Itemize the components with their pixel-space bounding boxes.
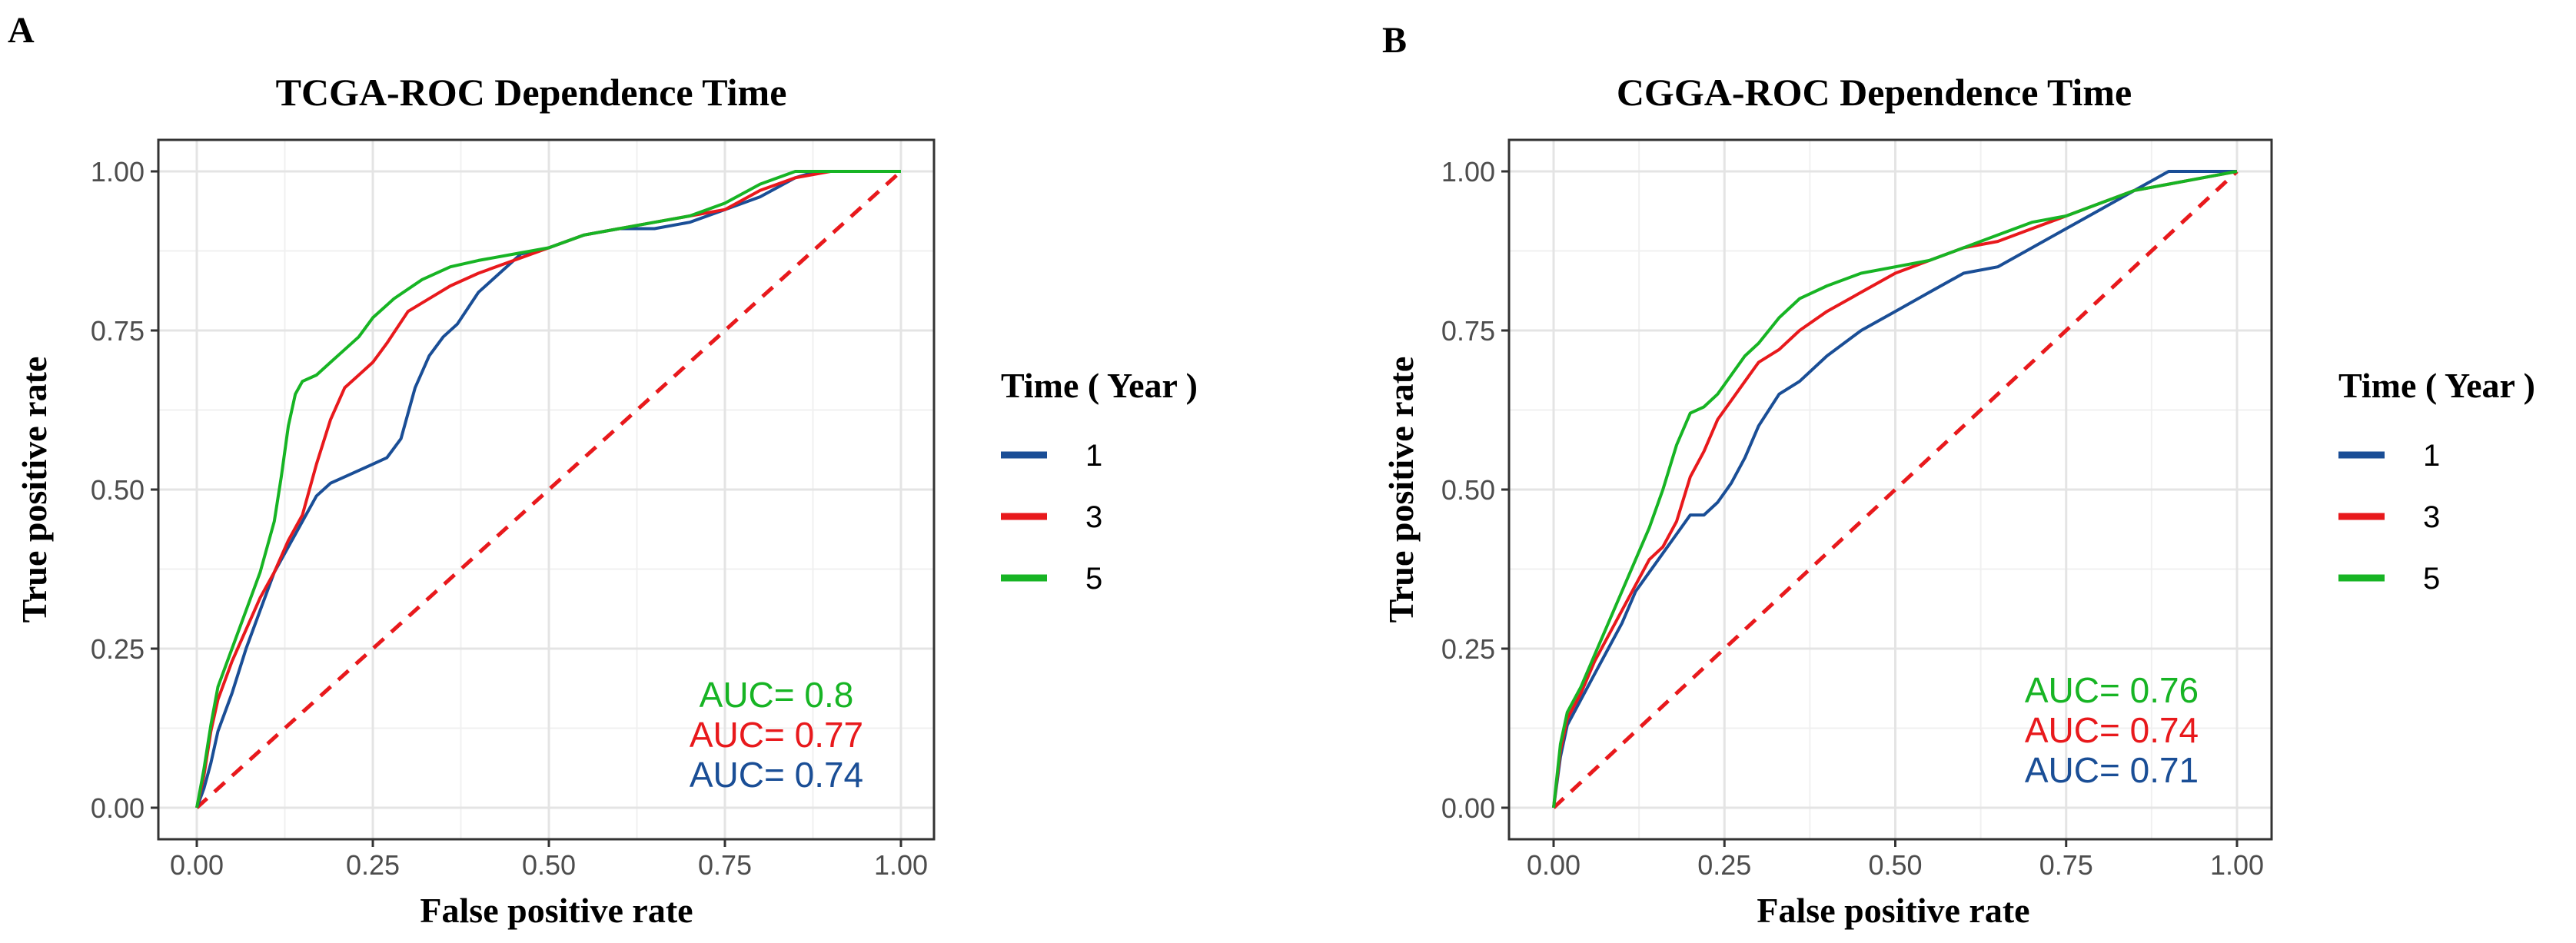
roc-curve-year-5 bbox=[1552, 170, 2238, 809]
x-axis-title-a: False positive rate bbox=[420, 891, 693, 930]
panel-letter-b: B bbox=[1382, 20, 1407, 61]
panel-letter-a: A bbox=[8, 10, 35, 51]
reference-diagonal-line bbox=[1552, 170, 2239, 809]
plot-area-b: 0.00 0.25 0.50 0.75 1.00 0.00 0.25 0.50 0.75 1.00… bbox=[1441, 138, 2440, 881]
x-tick-label: 1.00 bbox=[874, 849, 928, 881]
x-tick-label: 0.00 bbox=[1527, 849, 1581, 881]
y-tick-label: 0.00 bbox=[1441, 792, 1495, 824]
y-axis-title-a: True positive rate bbox=[15, 357, 54, 623]
plot-area-a: 0.00 0.25 0.50 0.75 1.00 0.00 0.25 0.50 0.75 1.00… bbox=[91, 138, 1102, 881]
x-tick-label: 0.75 bbox=[698, 849, 752, 881]
auc-value: 0.71 bbox=[2130, 750, 2199, 790]
auc-prefix: AUC= bbox=[690, 755, 795, 795]
roc-curve-year-1 bbox=[195, 170, 901, 809]
y-tick-label: 0.50 bbox=[1441, 474, 1495, 506]
auc-annotation-a: AUC= 0.77 bbox=[690, 715, 863, 755]
y-tick-label: 0.25 bbox=[91, 633, 145, 665]
auc-value: 0.74 bbox=[795, 755, 864, 795]
y-tick-label: 0.25 bbox=[1441, 633, 1495, 665]
legend-title-a: Time ( Year ) bbox=[1001, 366, 1198, 405]
y-tick-label: 0.50 bbox=[91, 474, 145, 506]
auc-prefix: AUC= bbox=[2025, 750, 2130, 790]
auc-annotation-b: AUC= 0.74 bbox=[2025, 710, 2199, 750]
x-axis-title-b: False positive rate bbox=[1757, 891, 2029, 930]
y-tick-label: 0.75 bbox=[1441, 315, 1495, 347]
legend-label-year-1: 1 bbox=[1085, 439, 1102, 473]
legend-title-b: Time ( Year ) bbox=[2338, 366, 2535, 405]
chart-title-b: CGGA-ROC Dependence Time bbox=[1617, 71, 2132, 114]
auc-annotation-a: AUC= 0.8 bbox=[700, 675, 854, 715]
y-tick-label: 0.75 bbox=[91, 315, 145, 347]
reference-diagonal-line bbox=[195, 170, 902, 809]
auc-prefix: AUC= bbox=[690, 715, 795, 755]
y-tick-label: 0.00 bbox=[91, 792, 145, 824]
chart-title-a: TCGA-ROC Dependence Time bbox=[276, 71, 787, 114]
auc-prefix: AUC= bbox=[700, 675, 805, 715]
roc-curve-year-1 bbox=[1552, 170, 2237, 809]
auc-prefix: AUC= bbox=[2025, 670, 2130, 710]
x-tick-label: 1.00 bbox=[2210, 849, 2264, 881]
legend-label-year-3: 3 bbox=[2423, 500, 2440, 534]
x-tick-label: 0.25 bbox=[346, 849, 400, 881]
auc-annotation-a: AUC= 0.74 bbox=[690, 755, 863, 795]
legend-label-year-5: 5 bbox=[2423, 562, 2440, 596]
panel-b-roc-chart: B CGGA-ROC Dependence Time False positiv… bbox=[1381, 20, 2535, 930]
auc-annotation-b: AUC= 0.76 bbox=[2025, 670, 2199, 710]
x-tick-label: 0.50 bbox=[1868, 849, 1922, 881]
legend-label-year-1: 1 bbox=[2423, 439, 2440, 473]
auc-value: 0.76 bbox=[2130, 670, 2199, 710]
legend-label-year-3: 3 bbox=[1085, 500, 1102, 534]
y-axis-title-b: True positive rate bbox=[1381, 357, 1421, 623]
auc-prefix: AUC= bbox=[2025, 710, 2130, 750]
auc-annotation-b: AUC= 0.71 bbox=[2025, 750, 2199, 790]
y-tick-label: 1.00 bbox=[1441, 156, 1495, 188]
roc-curve-year-5 bbox=[195, 170, 901, 809]
y-tick-label: 1.00 bbox=[91, 156, 145, 188]
x-tick-label: 0.75 bbox=[2039, 849, 2093, 881]
x-tick-label: 0.00 bbox=[170, 849, 224, 881]
auc-value: 0.8 bbox=[804, 675, 853, 715]
x-tick-label: 0.25 bbox=[1697, 849, 1751, 881]
x-tick-label: 0.50 bbox=[522, 849, 576, 881]
auc-value: 0.74 bbox=[2130, 710, 2199, 750]
auc-value: 0.77 bbox=[795, 715, 864, 755]
legend-label-year-5: 5 bbox=[1085, 562, 1102, 596]
panel-a-roc-chart: A TCGA-ROC Dependence Time False positiv… bbox=[8, 10, 1198, 930]
